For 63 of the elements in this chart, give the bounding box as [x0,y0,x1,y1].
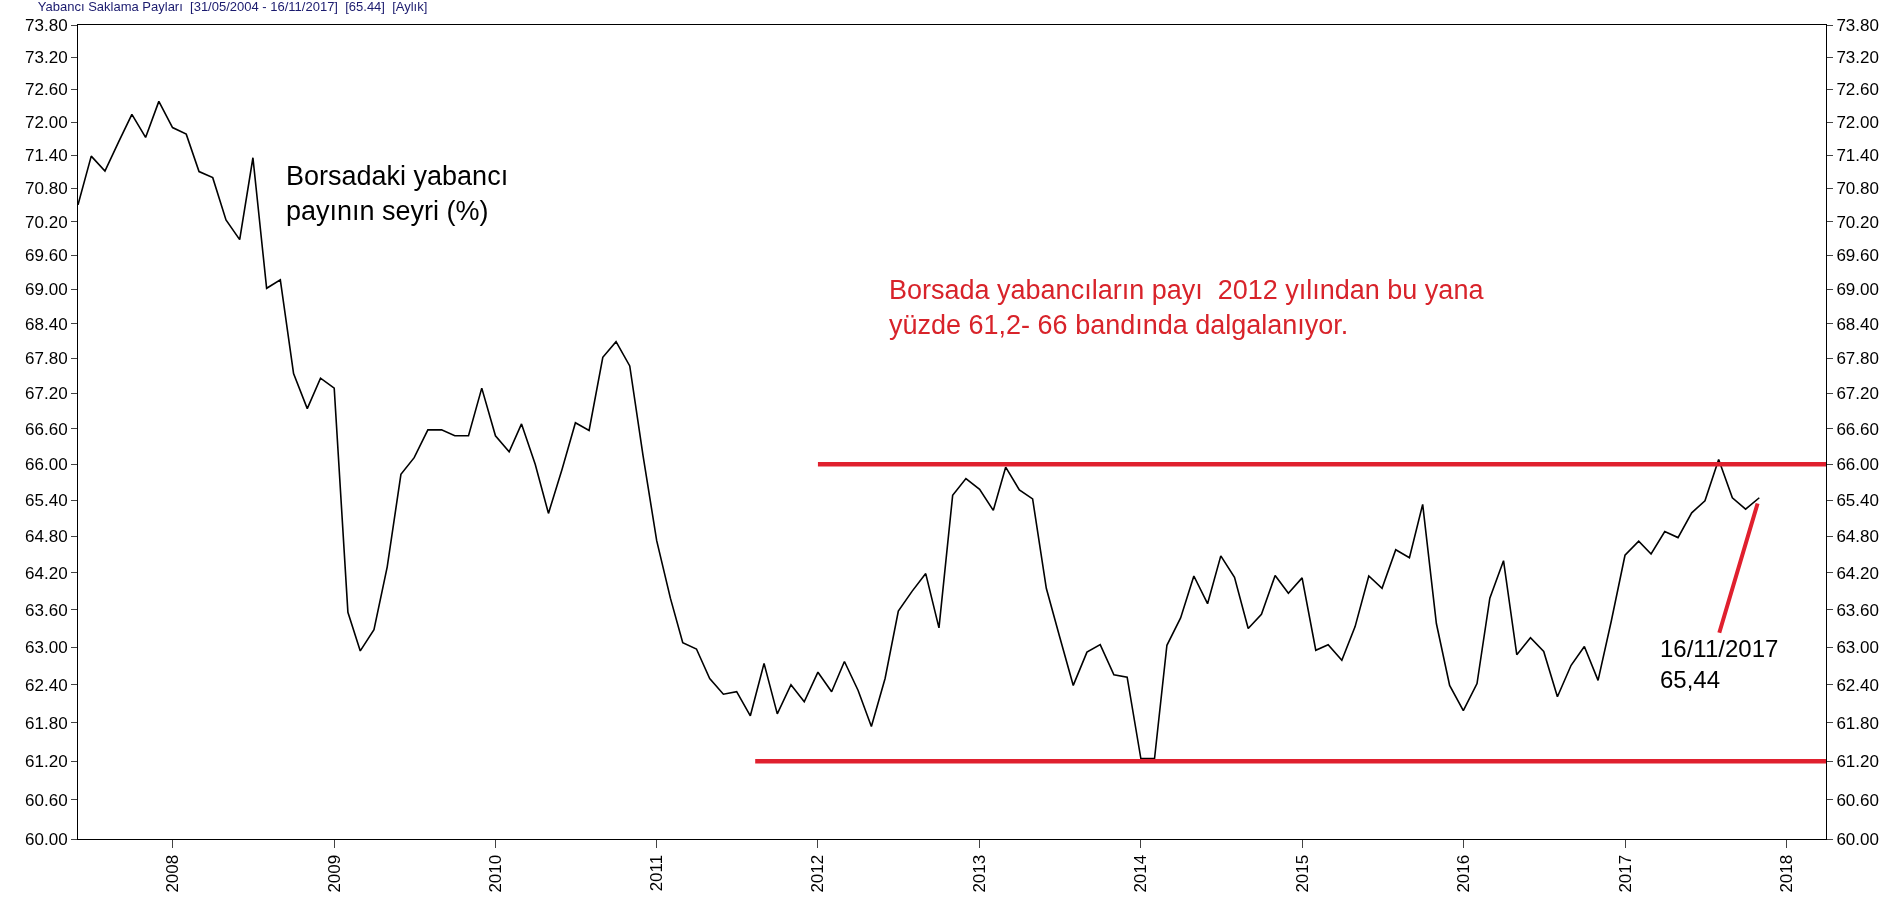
x-tick-label: 2017 [1615,854,1635,893]
y-tick-label: 66.00 [25,455,68,475]
y-tick-label: 61.20 [25,752,68,772]
y-tick-label: 71.40 [25,145,68,165]
y-tick-label: 67.20 [25,384,68,404]
y-tick-label: 64.80 [25,527,68,547]
y-tick-label: 63.00 [25,638,68,658]
text: 73.20 [1836,48,1879,68]
annotation: Borsada yabancıların payı 2012 yılından bu yana yüzde 61,2- 66 bandında dalgalanıyor. [889,275,1485,341]
text: 61.80 [1836,713,1879,733]
y-tick-label: 60.60 [25,790,68,810]
text: 64.20 [1836,563,1879,583]
text: 61.20 [1836,752,1879,772]
text: 60.00 [1836,829,1879,849]
y-tick-label: 64.20 [25,563,68,583]
text: 71.40 [1836,145,1879,165]
y-tick-label: 70.80 [25,179,68,199]
x-tick-label: 2015 [1292,854,1312,893]
text: 70.20 [1836,212,1879,232]
text: 60.60 [1836,790,1879,810]
x-tick-label: 2012 [808,854,828,893]
x-tick-label: 2016 [1453,854,1473,893]
y-tick-label: 61.80 [25,713,68,733]
y-tick-label: 62.40 [25,675,68,695]
text: 63.00 [1836,638,1879,658]
y-tick-label: 69.60 [25,246,68,266]
text: 72.00 [1836,113,1879,133]
x-tick-label: 2009 [324,854,344,893]
annotation: 16/11/2017 65,44 [1660,635,1779,694]
y-tick-label: 68.40 [25,314,68,334]
y-tick-label: 72.00 [25,113,68,133]
text: 65.40 [1836,491,1879,511]
x-tick-label: 2010 [485,854,505,893]
y-tick-label: 63.60 [25,600,68,620]
text: 69.00 [1836,280,1879,300]
text: 64.80 [1836,527,1879,547]
y-tick-label: 67.80 [25,349,68,369]
text: 67.80 [1836,349,1879,369]
y-tick-label: 72.60 [25,80,68,100]
text: 62.40 [1836,675,1879,695]
y-tick-label: 73.80 [25,15,68,35]
text: 72.60 [1836,80,1879,100]
text: 69.60 [1836,246,1879,266]
y-tick-label: 60.00 [25,829,68,849]
text: 67.20 [1836,384,1879,404]
y-tick-label: 65.40 [25,491,68,511]
y-tick-label: 69.00 [25,280,68,300]
text: 66.00 [1836,455,1879,475]
x-tick-label: 2011 [647,854,667,892]
chart-title: Yabancı Saklama Payları [31/05/2004 - 16/11/2017] [65.44] [Aylık] [37,0,428,14]
text: 70.80 [1836,179,1879,199]
y-tick-label: 70.20 [25,212,68,232]
x-tick-label: 2014 [1131,854,1151,893]
x-tick-label: 2008 [163,854,183,893]
text: 73.80 [1836,15,1879,35]
annotation: Borsadaki yabancı payının seyri (%) [286,161,509,227]
y-tick-label: 73.20 [25,48,68,68]
text: 63.60 [1836,600,1879,620]
x-tick-label: 2013 [970,854,990,893]
text: 68.40 [1836,314,1879,334]
text: 66.60 [1836,419,1879,439]
y-tick-label: 66.60 [25,419,68,439]
x-tick-label: 2018 [1776,854,1796,893]
